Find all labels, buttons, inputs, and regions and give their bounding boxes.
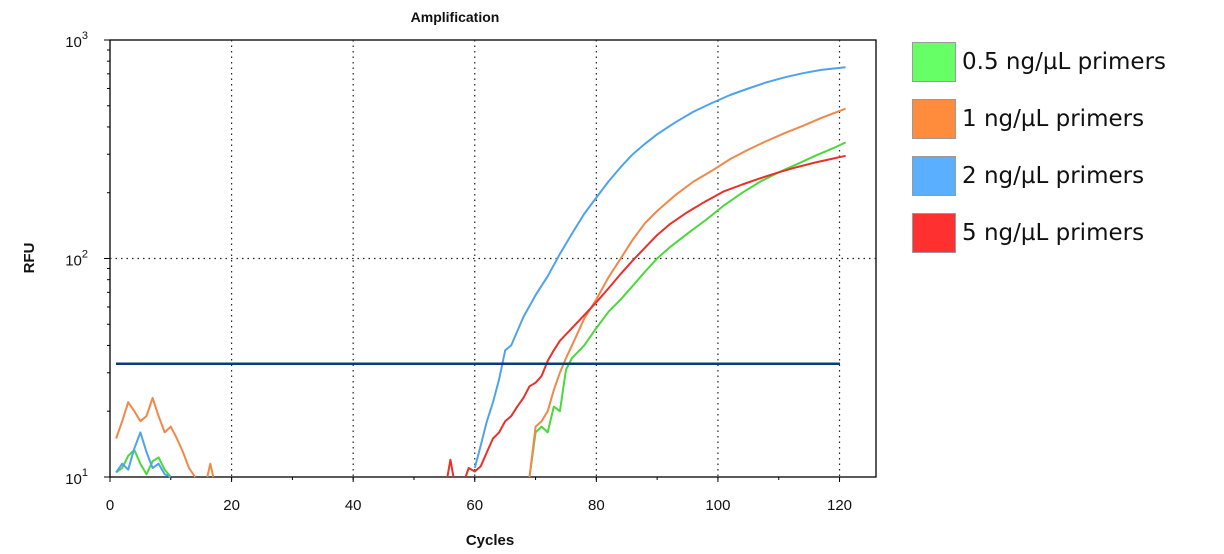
x-tick-label: 120 [827,497,852,514]
legend-item: 2 ng/µL primers [912,154,1166,198]
y-tick-label: 101 [65,467,88,488]
x-tick-label: 0 [106,497,114,514]
legend-item: 1 ng/µL primers [912,97,1166,141]
legend-swatch [912,213,956,253]
plot-frame [109,39,877,478]
series-line [528,141,847,478]
series-lines [115,66,847,478]
legend-swatch [912,99,956,139]
grid-lines [110,40,876,477]
y-tick-label: 103 [65,30,88,51]
x-axis-ticks: 0 20 40 60 80 100 120 [106,477,852,514]
x-tick-label: 100 [705,497,730,514]
x-tick-label: 60 [466,497,483,514]
y-axis-ticks: 101 102 103 [65,30,110,488]
x-tick-label: 20 [223,497,240,514]
chart-title: Amplification [411,9,500,25]
legend-label: 5 ng/µL primers [962,220,1145,246]
legend-item: 5 ng/µL primers [912,211,1166,255]
x-tick-label: 40 [345,497,362,514]
x-tick-label: 80 [588,497,605,514]
legend-label: 0.5 ng/µL primers [962,49,1167,75]
series-line [473,66,846,469]
series-line [115,397,196,478]
series-line [206,462,215,478]
legend: 0.5 ng/µL primers 1 ng/µL primers 2 ng/µL … [912,40,1166,268]
series-line [528,107,846,478]
x-axis-label: Cycles [466,532,514,549]
y-tick-label: 102 [65,249,88,270]
series-line [464,154,846,478]
series-line [115,431,172,478]
series-line [446,458,455,478]
legend-item: 0.5 ng/µL primers [912,40,1166,84]
legend-label: 2 ng/µL primers [962,163,1145,189]
legend-label: 1 ng/µL primers [962,106,1145,132]
legend-swatch [912,42,956,82]
series-line [115,448,172,478]
legend-swatch [912,156,956,196]
y-axis-label: RFU [21,243,38,274]
